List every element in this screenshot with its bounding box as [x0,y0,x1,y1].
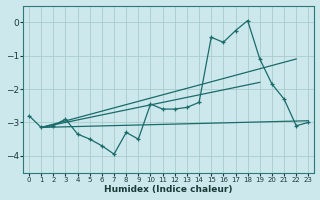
X-axis label: Humidex (Indice chaleur): Humidex (Indice chaleur) [104,185,233,194]
